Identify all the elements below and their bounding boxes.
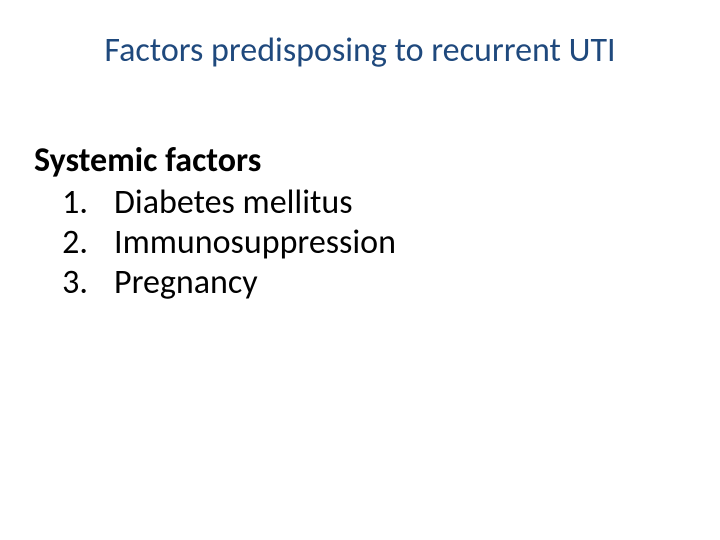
list-item-text: Immunosuppression: [114, 223, 396, 263]
list-item: 3. Pregnancy: [34, 263, 674, 303]
list-item: 1. Diabetes mellitus: [34, 183, 674, 223]
list-item: 2. Immunosuppression: [34, 223, 674, 263]
slide-body: Systemic factors 1. Diabetes mellitus 2.…: [34, 140, 674, 303]
list-item-text: Pregnancy: [114, 263, 258, 303]
slide: Factors predisposing to recurrent UTI Sy…: [0, 0, 720, 540]
list-item-number: 2.: [34, 223, 88, 263]
subheading: Systemic factors: [34, 140, 674, 181]
list-item-text: Diabetes mellitus: [114, 183, 353, 223]
list-item-number: 3.: [34, 263, 88, 303]
numbered-list: 1. Diabetes mellitus 2. Immunosuppressio…: [34, 183, 674, 303]
slide-title: Factors predisposing to recurrent UTI: [0, 30, 720, 71]
list-item-number: 1.: [34, 183, 88, 223]
